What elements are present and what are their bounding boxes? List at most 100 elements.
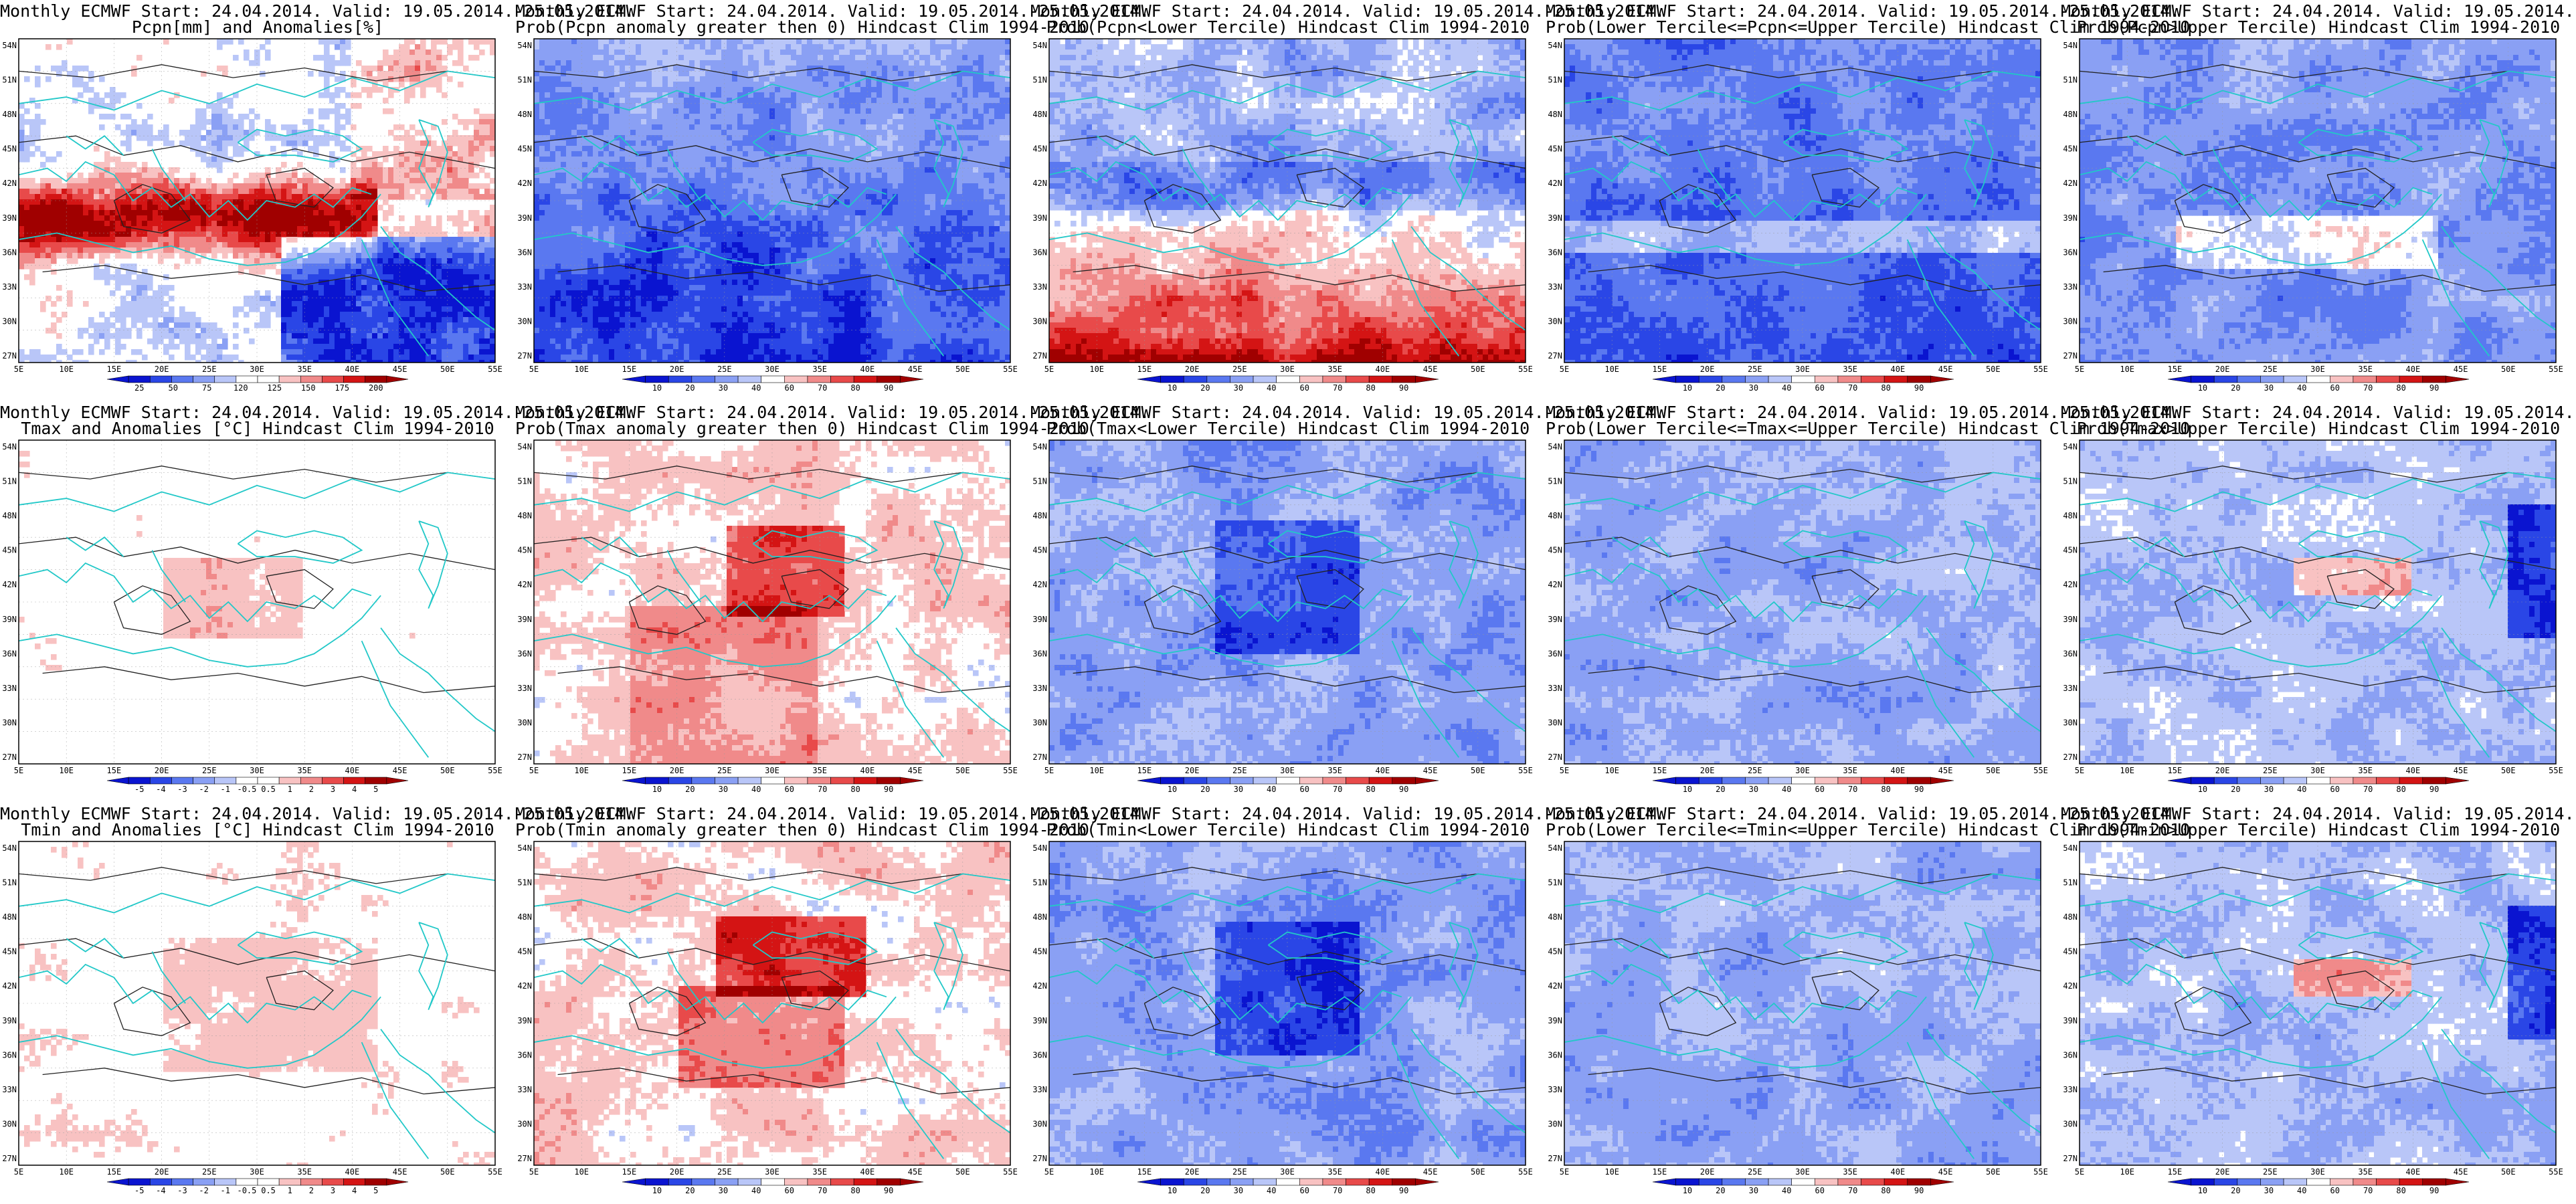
latitude-label: 42N xyxy=(1548,179,1562,188)
latitude-label: 27N xyxy=(517,752,532,762)
longitude-label: 15E xyxy=(1653,1167,1667,1177)
longitude-label: 5E xyxy=(1044,766,1054,775)
longitude-label: 50E xyxy=(440,1167,455,1177)
colorbar: 10 20 30 40 60 70 80 90 xyxy=(1653,376,1954,393)
colorbar-label: 60 xyxy=(784,383,794,393)
longitude-label: 10E xyxy=(574,766,589,775)
colorbar-label: 40 xyxy=(751,785,761,794)
colorbar-label: 40 xyxy=(2297,1186,2306,1195)
longitude-label: 35E xyxy=(812,365,827,374)
longitude-label: 40E xyxy=(345,766,360,775)
latitude-label: 27N xyxy=(1548,752,1562,762)
colorbar-label: 90 xyxy=(1399,383,1408,393)
latitude-label: 54N xyxy=(2063,843,2078,853)
longitude-label: 40E xyxy=(1376,1167,1390,1177)
longitude-label: 5E xyxy=(14,1167,23,1177)
latitude-label: 30N xyxy=(517,316,532,326)
latitude-label: 30N xyxy=(517,1119,532,1128)
latitude-label: 45N xyxy=(1032,546,1047,555)
latitude-label: 33N xyxy=(1548,282,1562,292)
colorbar: 10 20 30 40 60 70 80 90 xyxy=(2168,777,2469,794)
longitude-label: 35E xyxy=(2358,365,2373,374)
colorbar: 10 20 30 40 60 70 80 90 xyxy=(1137,1179,1439,1195)
latitude-label: 51N xyxy=(1548,477,1562,486)
colorbar-label: 75 xyxy=(202,383,211,393)
latitude-label: 42N xyxy=(2063,580,2078,589)
longitude-label: 25E xyxy=(2263,1167,2278,1177)
latitude-label: 51N xyxy=(517,477,532,486)
colorbar-label: 90 xyxy=(1914,785,1924,794)
latitude-label: 45N xyxy=(1548,947,1562,957)
latitude-label: 54N xyxy=(2,41,17,50)
latitude-label: 30N xyxy=(1548,1119,1562,1128)
longitude-label: 45E xyxy=(908,1167,923,1177)
longitude-label: 45E xyxy=(2454,365,2468,374)
latitude-label: 45N xyxy=(1032,947,1047,957)
colorbar-label: 70 xyxy=(1848,1186,1857,1195)
latitude-label: 45N xyxy=(517,947,532,957)
latitude-label: 45N xyxy=(517,546,532,555)
colorbar: 10 20 30 40 60 70 80 90 xyxy=(622,777,923,794)
colorbar-label: 200 xyxy=(369,383,383,393)
latitude-label: 48N xyxy=(2,912,17,922)
colorbar-label: 10 xyxy=(652,1186,662,1195)
map-panel: 54N 51N 48N 45N 42N 39N 36N 33N 30N 27N 5E 10E 15E 20… xyxy=(515,803,1030,1204)
map-panel: 54N 51N 48N 45N 42N 39N 36N 33N 30N 27N 5E 10E 15E 20… xyxy=(1546,803,2061,1204)
colorbar-label: 40 xyxy=(751,383,761,393)
colorbar-label: 30 xyxy=(2264,1186,2274,1195)
longitude-label: 5E xyxy=(1560,766,1569,775)
latitude-label: 48N xyxy=(2063,511,2078,520)
latitude-label: 33N xyxy=(2063,282,2078,292)
latitude-label: 54N xyxy=(2,843,17,853)
longitude-label: 30E xyxy=(250,365,264,374)
longitude-label: 10E xyxy=(1089,365,1104,374)
latitude-label: 51N xyxy=(2,878,17,888)
longitude-label: 50E xyxy=(955,365,970,374)
latitude-label: 33N xyxy=(2063,1085,2078,1094)
colorbar-label: 10 xyxy=(1168,383,1177,393)
latitude-label: 27N xyxy=(2063,351,2078,361)
latitude-label: 42N xyxy=(517,179,532,188)
latitude-label: 39N xyxy=(2063,1016,2078,1025)
colorbar-label: 80 xyxy=(1366,785,1375,794)
panel-title-line2: Prob(Tmin anomaly greater then 0) Hindca… xyxy=(515,821,1030,838)
colorbar-label: 20 xyxy=(1716,383,1725,393)
latitude-label: 54N xyxy=(1548,41,1562,50)
latitude-label: 45N xyxy=(2,546,17,555)
map-panel: 54N 51N 48N 45N 42N 39N 36N 33N 30N 27N 5E 10E 15E 20… xyxy=(0,0,515,401)
longitude-label: 15E xyxy=(2168,766,2183,775)
longitude-label: 15E xyxy=(107,1167,122,1177)
latitude-label: 33N xyxy=(2,1085,17,1094)
latitude-label: 45N xyxy=(517,144,532,154)
longitude-label: 25E xyxy=(202,766,217,775)
latitude-label: 36N xyxy=(2063,649,2078,658)
colorbar-label: 70 xyxy=(1848,785,1857,794)
longitude-label: 40E xyxy=(2406,1167,2421,1177)
longitude-label: 10E xyxy=(1604,1167,1619,1177)
colorbar-label: 60 xyxy=(1815,1186,1824,1195)
latitude-label: 45N xyxy=(2063,947,2078,957)
longitude-label: 15E xyxy=(1137,766,1152,775)
latitude-label: 42N xyxy=(2,179,17,188)
latitude-label: 30N xyxy=(2063,718,2078,727)
colorbar-label: 60 xyxy=(2330,383,2339,393)
panel-title-line2: Prob(Tmax>Upper Tercile) Hindcast Clim 1… xyxy=(2061,420,2576,437)
latitude-label: 30N xyxy=(2,316,17,326)
colorbar-label: -5 xyxy=(134,1186,144,1195)
latitude-label: 36N xyxy=(1548,247,1562,257)
latitude-label: 51N xyxy=(1032,878,1047,888)
colorbar-label: 150 xyxy=(301,383,316,393)
longitude-label: 55E xyxy=(2549,365,2563,374)
colorbar-label: 3 xyxy=(331,1186,335,1195)
colorbar-label: 80 xyxy=(2396,1186,2405,1195)
colorbar-label: 70 xyxy=(2363,1186,2373,1195)
latitude-label: 36N xyxy=(517,1050,532,1060)
colorbar-label: -5 xyxy=(134,785,144,794)
latitude-label: 36N xyxy=(517,247,532,257)
longitude-label: 10E xyxy=(59,766,74,775)
colorbar-label: 30 xyxy=(2264,785,2274,794)
